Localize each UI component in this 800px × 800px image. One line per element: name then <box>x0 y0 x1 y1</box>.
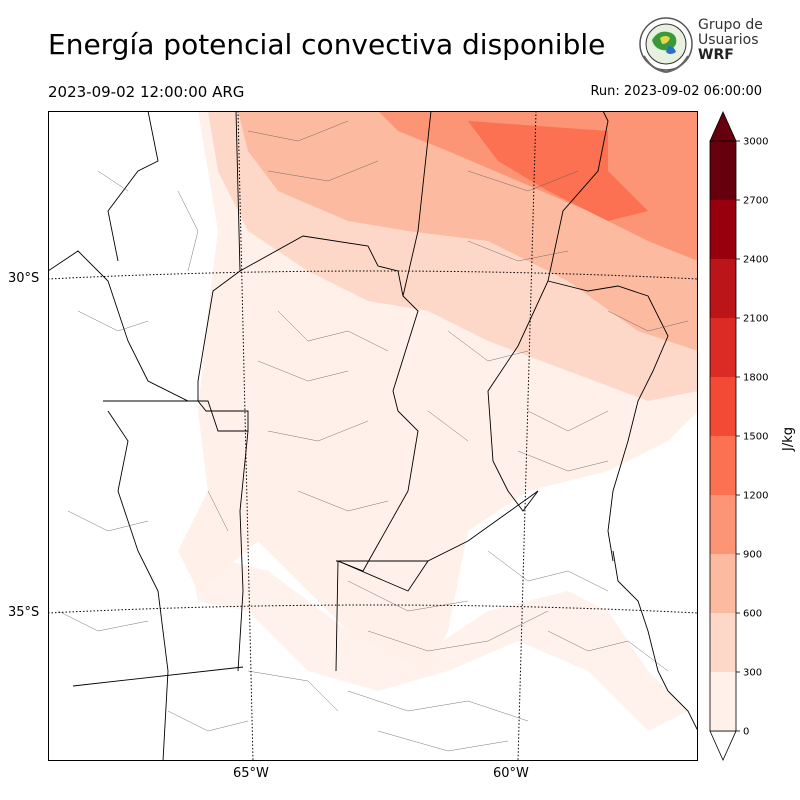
colorbar-tick-label: 1500 <box>743 432 768 443</box>
page-title: Energía potencial convectiva disponible <box>48 28 606 61</box>
colorbar-tick-label: 900 <box>743 550 762 561</box>
colorbar-tick-label: 1800 <box>743 373 768 384</box>
colorbar-tick-label: 3000 <box>743 137 768 148</box>
wrf-logo: Grupo de Usuarios WRF <box>638 14 768 76</box>
colorbar-tick-label: 2100 <box>743 314 768 325</box>
logo-line-1: Grupo de <box>698 17 763 33</box>
colorbar-tick-label: 1200 <box>743 491 768 502</box>
colorbar-bin-2 <box>710 554 736 613</box>
colorbar-bin-8 <box>710 200 736 259</box>
colorbar-tick-label: 2400 <box>743 255 768 266</box>
valid-time: 2023-09-02 12:00:00 ARG <box>48 83 245 101</box>
colorbar-tick-label: 300 <box>743 668 762 679</box>
cape-field-900 <box>378 111 698 261</box>
colorbar: 0 300 600 900 1200 1500 1800 2100 2400 2700 3000 J/… <box>709 111 796 761</box>
colorbar-extend-top <box>709 111 737 142</box>
lon-label-60w: 60°W <box>493 766 529 781</box>
colorbar-extend-bottom <box>709 730 737 761</box>
colorbar-tick-label: 2700 <box>743 196 768 207</box>
colorbar-bin-6 <box>710 318 736 377</box>
colorbar-bin-7 <box>710 259 736 318</box>
colorbar-bin-5 <box>710 377 736 436</box>
lat-label-30s: 30°S <box>8 271 40 286</box>
colorbar-bin-3 <box>710 495 736 554</box>
cape-field-south <box>188 551 688 731</box>
globe-logo-icon <box>639 17 693 74</box>
lat-label-35s: 35°S <box>8 605 40 620</box>
lon-label-65w: 65°W <box>233 766 269 781</box>
colorbar-tick-label: 600 <box>743 609 762 620</box>
colorbar-bin-1 <box>710 613 736 672</box>
run-time: Run: 2023-09-02 06:00:00 <box>590 84 762 99</box>
cape-map <box>48 111 698 761</box>
logo-line-2: Usuarios <box>698 32 759 48</box>
colorbar-bin-4 <box>710 436 736 495</box>
colorbar-unit-label: J/kg <box>781 427 796 452</box>
colorbar-bin-9 <box>710 141 736 200</box>
colorbar-bin-0 <box>710 672 736 731</box>
colorbar-tick-label: 0 <box>743 727 749 738</box>
logo-line-3: WRF <box>698 47 734 63</box>
